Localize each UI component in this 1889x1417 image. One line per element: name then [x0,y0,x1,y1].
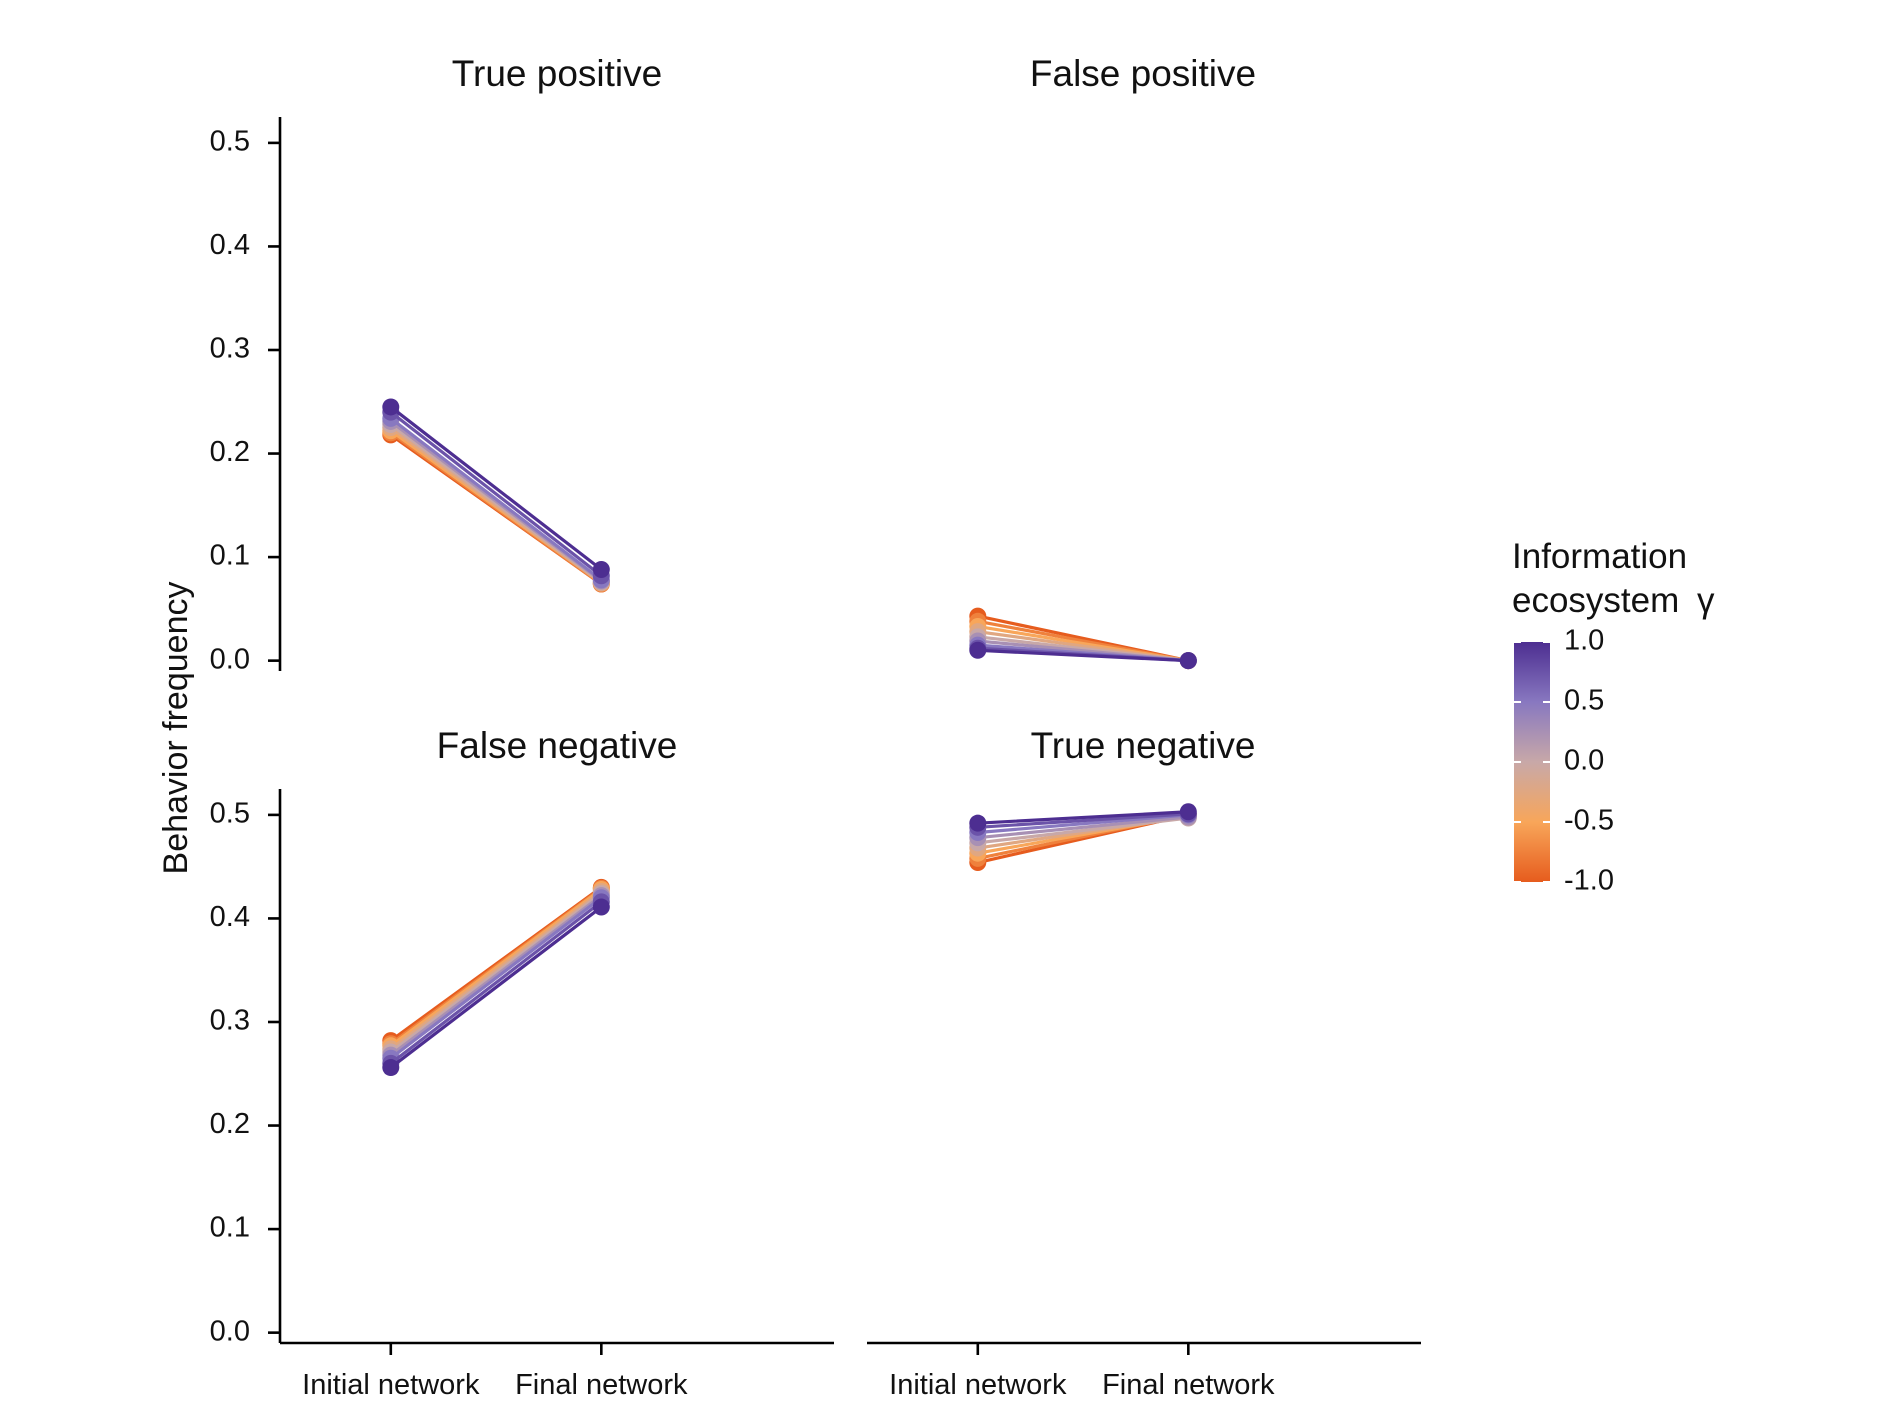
legend-tick-label: -1.0 [1564,865,1614,897]
y-tick-label: 0.3 [210,1005,250,1037]
x-tick-label: Initial network [889,1369,1067,1401]
data-point [969,814,987,832]
legend-tick-label: 0.5 [1564,685,1604,717]
panel-title-true-positive: True positive [452,53,662,94]
y-axis-title: Behavior frequency [157,582,195,875]
legend: Information ecosystem γ 1.0 0.5 0.0 -0.5 -1.… [1512,537,1715,897]
data-point [1179,652,1197,670]
legend-ticks: 1.0 0.5 0.0 -0.5 -1.0 [1514,625,1614,897]
series-line [976,813,1190,835]
panel-false-negative [382,878,610,1077]
series-line [389,416,603,582]
y-tick-label: 0.0 [210,1315,250,1347]
x-ticks-left: Initial network Final network [302,1343,688,1401]
series-line [389,410,603,578]
series-line [976,815,1190,840]
y-tick-label: 0.1 [210,540,250,572]
legend-tick-label: 0.0 [1564,745,1604,777]
series-line [389,905,603,1070]
series-line [976,810,1190,825]
panel-title-false-positive: False positive [1030,53,1256,94]
x-tick-label: Final network [515,1369,688,1401]
legend-tick-label: -0.5 [1564,805,1614,837]
panel-true-positive [382,398,610,593]
data-point [592,561,610,579]
panel-title-true-negative: True negative [1031,725,1256,766]
series-line [389,405,603,572]
data-point [592,898,610,916]
legend-title-word: ecosystem [1512,581,1679,620]
series-line [389,896,603,1060]
data-point [382,1059,400,1077]
y-tick-label: 0.3 [210,333,250,365]
series-line [976,812,1190,829]
legend-title-line-2: ecosystem γ [1512,581,1715,620]
x-ticks-right: Initial network Final network [889,1343,1275,1401]
series-line [389,900,603,1066]
series-line [389,889,603,1051]
panel-title-false-negative: False negative [437,725,678,766]
data-point [382,398,400,416]
legend-title-gamma-symbol: γ [1697,581,1715,620]
y-tick-label: 0.4 [210,901,250,933]
series-line [389,887,603,1048]
y-ticks-top: 0.0 0.1 0.2 0.3 0.4 0.5 [210,126,280,675]
panel-false-positive [969,607,1197,670]
series-line [976,648,1190,663]
y-tick-label: 0.4 [210,229,250,261]
y-tick-label: 0.0 [210,643,250,675]
data-point [969,641,987,659]
x-tick-label: Initial network [302,1369,480,1401]
panel-true-negative [969,803,1197,872]
y-tick-label: 0.2 [210,1108,250,1140]
y-tick-label: 0.2 [210,436,250,468]
series-line [976,816,1190,845]
series-line [389,894,603,1057]
legend-tick-label: 1.0 [1564,625,1604,657]
y-tick-label: 0.5 [210,126,250,158]
y-ticks-bottom: 0.0 0.1 0.2 0.3 0.4 0.5 [210,798,280,1347]
data-point [1179,803,1197,821]
y-tick-label: 0.5 [210,798,250,830]
legend-title-line-1: Information [1512,537,1687,576]
x-tick-label: Final network [1102,1369,1275,1401]
series-line [389,891,603,1054]
y-tick-label: 0.1 [210,1212,250,1244]
